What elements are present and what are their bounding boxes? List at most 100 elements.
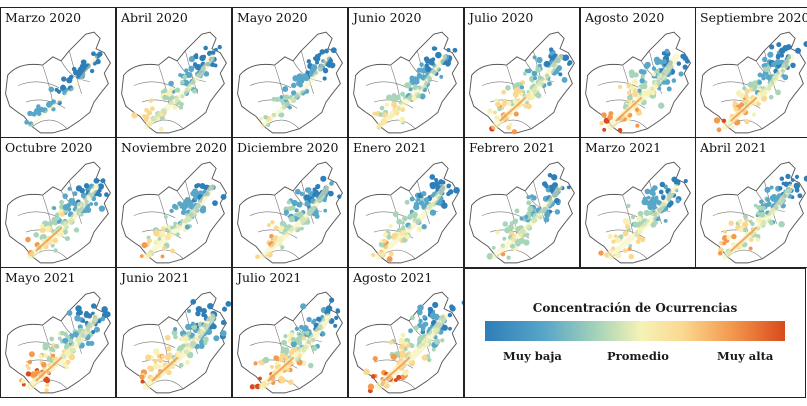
panel-title: Agosto 2020 xyxy=(585,10,665,25)
district-map xyxy=(121,291,231,394)
occurrence-point xyxy=(94,53,101,59)
occurrence-point xyxy=(211,323,217,330)
hotspot xyxy=(383,356,411,382)
occurrence-point xyxy=(249,384,256,390)
occurrence-point xyxy=(42,342,50,349)
occurrence-point xyxy=(743,93,749,99)
occurrence-point xyxy=(779,176,785,181)
map-panel: Abril 2020 xyxy=(116,7,232,138)
occurrence-point xyxy=(184,68,189,73)
occurrence-point xyxy=(198,339,204,345)
occurrence-point xyxy=(167,352,173,358)
occurrence-point xyxy=(396,218,403,225)
occurrence-point xyxy=(49,336,55,342)
occurrence-point xyxy=(779,53,785,58)
occurrence-point xyxy=(282,86,289,92)
occurrence-point xyxy=(328,190,334,197)
occurrence-point xyxy=(770,193,778,201)
occurrence-point xyxy=(551,174,558,181)
occurrence-point xyxy=(401,221,405,225)
occurrence-point xyxy=(493,110,497,115)
occurrence-point xyxy=(778,186,783,191)
occurrence-point xyxy=(296,73,304,80)
occurrence-point xyxy=(400,91,406,97)
occurrence-point xyxy=(537,63,542,68)
occurrence-point xyxy=(532,55,537,60)
occurrence-point xyxy=(294,326,300,331)
occurrence-point xyxy=(153,359,158,364)
occurrence-point xyxy=(92,61,97,66)
occurrence-point xyxy=(319,49,326,55)
occurrence-point xyxy=(423,197,430,203)
occurrence-point xyxy=(409,75,415,81)
occurrence-point xyxy=(449,304,455,310)
occurrence-point xyxy=(184,224,190,230)
occurrence-point xyxy=(618,84,623,89)
occurrence-point xyxy=(184,202,189,207)
occurrence-point xyxy=(28,351,35,358)
occurrence-point xyxy=(161,245,167,251)
occurrence-point xyxy=(26,366,31,371)
occurrence-point xyxy=(302,73,309,80)
occurrence-point xyxy=(768,94,774,100)
panel-title: Junio 2021 xyxy=(121,270,190,285)
occurrence-point xyxy=(220,320,226,326)
occurrence-point xyxy=(511,129,518,135)
map-panel: Septiembre 2020 xyxy=(695,7,807,138)
occurrence-point xyxy=(190,321,195,326)
panel-title: Enero 2021 xyxy=(353,140,427,155)
occurrence-point xyxy=(25,371,32,377)
panel-title: Junio 2020 xyxy=(353,10,422,25)
occurrence-point xyxy=(446,183,451,188)
occurrence-point xyxy=(25,236,31,243)
occurrence-point xyxy=(663,218,668,223)
occurrence-point xyxy=(74,315,81,322)
occurrence-point xyxy=(255,254,260,260)
occurrence-point xyxy=(76,73,83,80)
occurrence-point xyxy=(51,106,56,112)
subdistrict-border xyxy=(158,64,170,105)
occurrence-point xyxy=(140,379,145,384)
occurrence-point xyxy=(637,210,644,217)
occurrence-point xyxy=(199,207,207,214)
panel-title: Mayo 2021 xyxy=(5,270,76,285)
occurrence-point xyxy=(417,335,424,342)
occurrence-point xyxy=(34,108,39,112)
occurrence-point xyxy=(294,208,299,213)
occurrence-point xyxy=(769,220,774,226)
map-panel: Octubre 2020 xyxy=(0,137,116,268)
occurrence-point xyxy=(101,306,108,313)
occurrence-point xyxy=(290,346,298,353)
occurrence-point xyxy=(653,56,661,63)
subdistrict-border xyxy=(158,324,170,365)
occurrence-point xyxy=(614,237,621,244)
occurrence-point xyxy=(323,67,328,72)
occurrence-point xyxy=(417,322,423,328)
occurrence-point xyxy=(148,98,154,103)
occurrence-point xyxy=(178,105,184,110)
occurrence-point xyxy=(89,202,94,206)
occurrence-point xyxy=(46,101,53,108)
subdistrict-border xyxy=(597,81,640,88)
occurrence-point xyxy=(54,87,59,92)
occurrence-point xyxy=(85,207,92,214)
map-panel: Noviembre 2020 xyxy=(116,137,232,268)
occurrence-point xyxy=(435,51,442,59)
occurrence-point xyxy=(422,314,427,320)
occurrence-point xyxy=(441,324,448,331)
occurrence-point xyxy=(188,55,195,63)
occurrence-point xyxy=(611,239,616,244)
occurrence-point xyxy=(654,195,659,200)
occurrence-point xyxy=(743,214,748,220)
occurrence-point xyxy=(378,112,384,117)
district-map xyxy=(237,31,343,134)
occurrence-point xyxy=(634,107,640,112)
occurrence-point xyxy=(629,73,635,79)
occurrence-point xyxy=(646,195,651,200)
occurrence-point xyxy=(183,79,190,86)
occurrence-point xyxy=(416,197,421,202)
subdistrict-border xyxy=(737,194,749,235)
occurrence-point xyxy=(398,337,405,344)
map-panel: Julio 2021 xyxy=(232,267,348,398)
occurrence-point xyxy=(274,361,279,366)
